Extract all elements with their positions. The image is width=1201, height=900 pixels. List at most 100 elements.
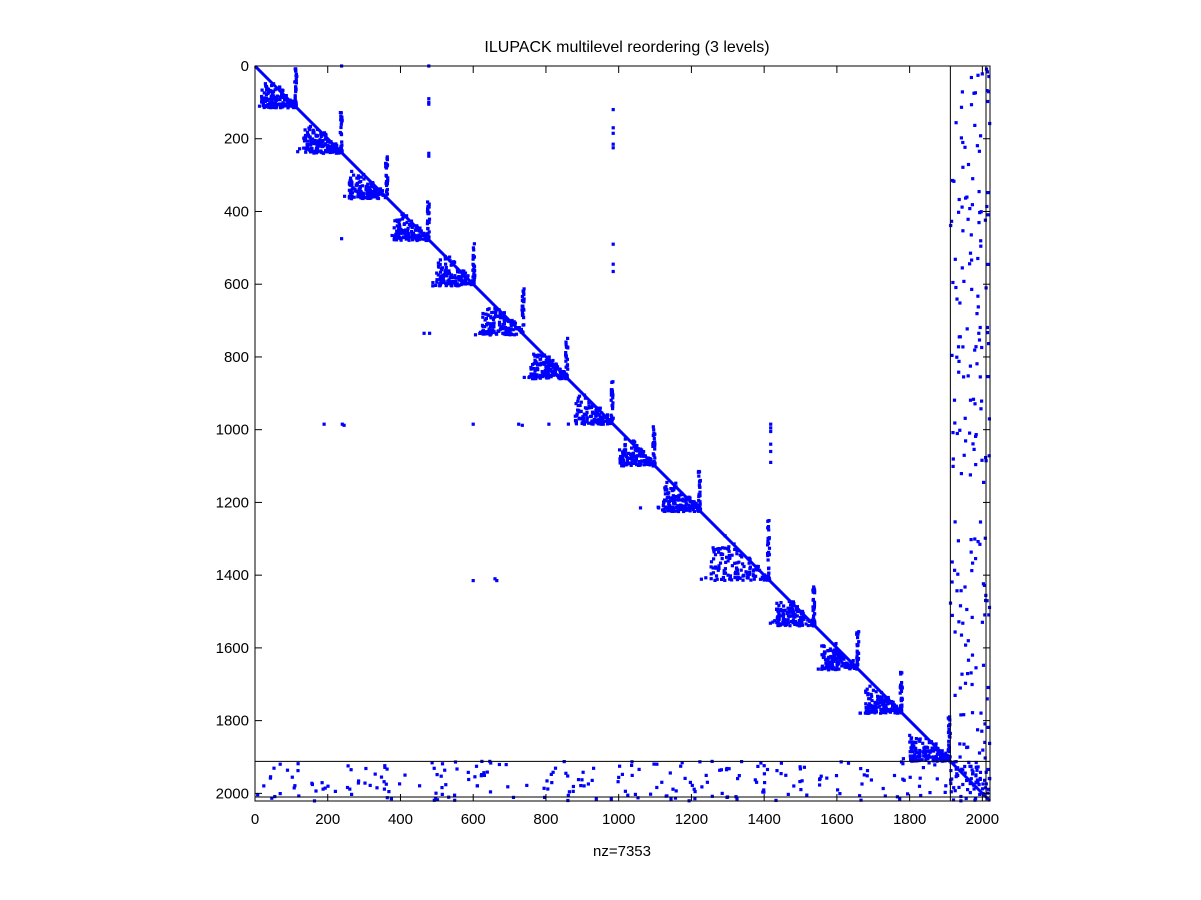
block-entry [577, 416, 581, 420]
block-entry [810, 622, 814, 626]
block-bottom-entry [331, 146, 335, 150]
block-entry [920, 758, 924, 762]
block-entry [725, 555, 729, 559]
block-entry [835, 666, 839, 670]
bottom-coupling-entry [618, 764, 622, 768]
block-spine-entry [293, 94, 297, 98]
right-coupling-entry [983, 536, 987, 540]
right-coupling-entry [978, 325, 982, 330]
block-entry [576, 403, 580, 408]
block-entry [828, 660, 832, 664]
block-bottom-entry [771, 620, 775, 624]
block-entry [409, 235, 413, 239]
bottom-coupling-entry [736, 777, 740, 781]
block-entry [934, 744, 938, 748]
block-entry [383, 196, 387, 200]
block-entry [486, 313, 490, 317]
block-spine-entry [812, 585, 816, 589]
bottom-coupling-entry [384, 782, 388, 786]
block-entry [728, 574, 732, 578]
block-entry [460, 274, 464, 278]
block-bottom-entry [540, 375, 544, 379]
block-entry [462, 269, 466, 273]
right-coupling-entry [974, 557, 978, 561]
block-entry [622, 453, 626, 457]
block-entry [577, 410, 581, 414]
right-coupling-entry [979, 244, 983, 248]
block-entry [311, 141, 315, 145]
block-spine-entry [610, 419, 614, 423]
bottom-coupling-entry [348, 787, 352, 791]
block-entry [663, 498, 667, 502]
block-entry [891, 704, 895, 708]
block-entry [594, 409, 598, 413]
block-entry [747, 572, 751, 576]
bottom-coupling-entry [693, 797, 697, 801]
right-coupling-entry [977, 221, 981, 225]
block-bottom-entry [686, 506, 690, 511]
block-spine-entry [521, 307, 526, 311]
right-coupling-entry [973, 123, 977, 127]
block-entry [532, 352, 536, 356]
block-entry [281, 105, 285, 109]
block-entry [411, 234, 415, 238]
block-bottom-entry [601, 419, 605, 423]
bottom-coupling-entry [592, 766, 596, 770]
block-entry [333, 143, 337, 147]
block-spine-entry [811, 608, 815, 613]
block-entry [922, 746, 926, 750]
bottom-coupling-entry [440, 792, 444, 796]
bottom-coupling-entry [296, 769, 300, 773]
block-spine-entry [472, 281, 476, 285]
block-spine-entry [947, 743, 951, 747]
right-coupling-entry [966, 745, 970, 749]
right-coupling-entry [981, 748, 985, 752]
right-coupling-entry [963, 416, 967, 420]
block-entry [938, 751, 942, 755]
bottom-coupling-entry [943, 790, 947, 794]
block-entry [793, 622, 797, 626]
block-entry [799, 617, 803, 621]
coupling-entry [611, 146, 615, 150]
block-spine-entry [651, 441, 656, 445]
right-coupling-entry [986, 213, 990, 217]
block-entry [370, 181, 375, 185]
block-bottom-entry [799, 623, 803, 627]
block-entry [280, 90, 284, 95]
level2-entry [949, 790, 953, 794]
block-entry [511, 328, 515, 332]
block-bottom-entry [352, 195, 356, 199]
block-bottom-entry [699, 577, 703, 581]
right-coupling-entry [957, 210, 961, 214]
right-coupling-entry [983, 218, 987, 222]
right-coupling-entry [980, 458, 984, 462]
block-entry [745, 572, 749, 576]
block-spine-entry [340, 149, 344, 153]
block-bottom-entry [574, 420, 578, 424]
block-bottom-entry [535, 373, 539, 377]
block-entry [554, 367, 558, 371]
block-entry [435, 280, 439, 284]
right-coupling-entry [964, 439, 968, 443]
block-spine-entry [385, 155, 389, 159]
bottom-coupling-entry [906, 792, 910, 796]
block-entry [669, 487, 673, 491]
bottom-coupling-entry [762, 788, 766, 792]
block-entry [350, 187, 354, 191]
block-entry [422, 237, 426, 241]
block-entry [618, 457, 622, 461]
bottom-coupling-entry [765, 767, 770, 772]
block-entry [267, 88, 271, 92]
block-spine-entry [855, 632, 859, 636]
block-entry [823, 651, 827, 655]
block-entry [561, 374, 566, 378]
block-entry [352, 173, 356, 177]
block-entry [500, 315, 504, 319]
level2-entry [969, 764, 973, 768]
right-coupling-entry [972, 447, 976, 451]
block-entry [279, 105, 283, 109]
block-entry [492, 310, 496, 314]
block-spine-entry [856, 663, 860, 667]
block-entry [458, 270, 462, 274]
bottom-coupling-entry [398, 782, 402, 786]
